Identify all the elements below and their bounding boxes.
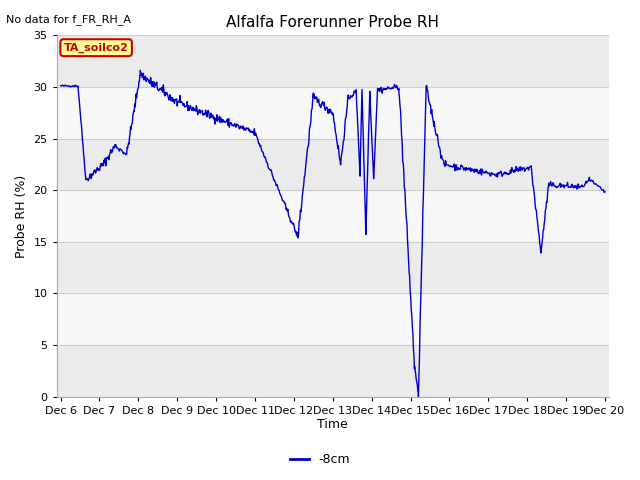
Legend: -8cm: -8cm [285, 448, 355, 471]
Text: TA_soilco2: TA_soilco2 [64, 43, 129, 53]
Bar [57, 190, 609, 242]
Bar [57, 36, 609, 87]
Bar [57, 139, 609, 190]
Text: No data for f_FR_RH_A: No data for f_FR_RH_A [6, 14, 131, 25]
X-axis label: Time: Time [317, 419, 348, 432]
Title: Alfalfa Forerunner Probe RH: Alfalfa Forerunner Probe RH [227, 15, 439, 30]
Bar [57, 87, 609, 139]
Bar [57, 293, 609, 345]
Y-axis label: Probe RH (%): Probe RH (%) [15, 174, 28, 258]
Bar [57, 242, 609, 293]
Bar [57, 345, 609, 396]
